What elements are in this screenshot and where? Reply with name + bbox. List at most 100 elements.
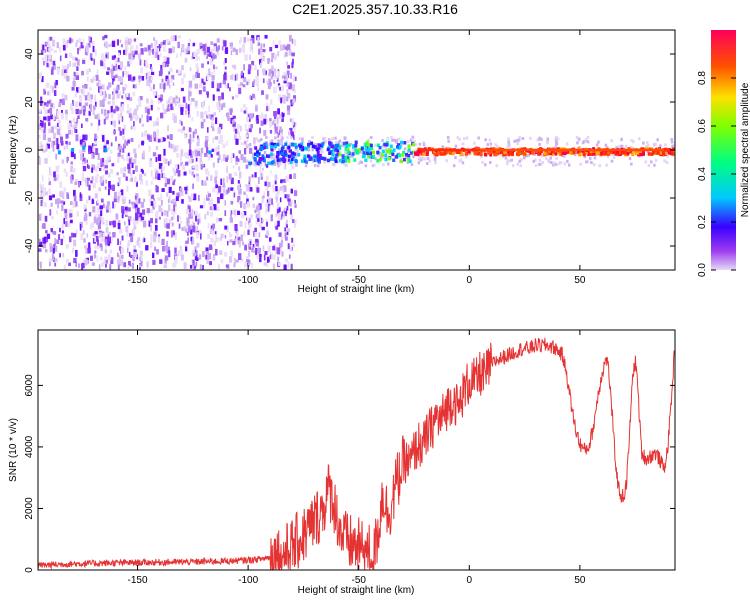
heatmap-noise-cell: [105, 170, 108, 175]
heatmap-noise-cell: [287, 94, 291, 99]
heatmap-noise-cell: [118, 192, 122, 198]
heatmap-noise-cell: [291, 61, 294, 69]
snr-plot-area: [38, 337, 675, 570]
heatmap-carrier-cell: [381, 149, 385, 153]
heatmap-noise-cell: [274, 221, 277, 227]
heatmap-noise-cell: [245, 194, 248, 199]
heatmap-noise-cell: [78, 86, 81, 93]
heatmap-band-cell: [287, 161, 291, 165]
heatmap-noise-cell: [100, 180, 104, 186]
heatmap-noise-cell: [117, 75, 120, 82]
heatmap-noise-cell: [63, 201, 66, 205]
heatmap-carrier-cell: [400, 159, 403, 164]
heatmap-band-cell: [620, 144, 623, 148]
heatmap-noise-cell: [141, 170, 144, 174]
heatmap-noise-cell: [150, 43, 153, 48]
heatmap-noise-cell: [256, 119, 260, 123]
heatmap-carrier-cell: [327, 145, 331, 150]
heatmap-noise-cell: [118, 127, 121, 131]
heatmap-noise-cell: [176, 97, 180, 103]
heatmap-noise-cell: [82, 172, 84, 178]
heatmap-noise-cell: [245, 164, 249, 169]
heatmap-noise-cell: [180, 129, 183, 134]
heatmap-noise-cell: [293, 95, 296, 102]
heatmap-noise-cell: [198, 217, 201, 224]
heatmap-carrier-cell: [406, 158, 410, 162]
heatmap-noise-cell: [57, 198, 61, 204]
heatmap-noise-cell: [271, 121, 275, 125]
heatmap-noise-cell: [180, 107, 184, 112]
heatmap-band-cell: [592, 163, 596, 167]
heatmap-noise-cell: [263, 190, 265, 198]
heatmap-carrier-cell: [347, 143, 351, 148]
heatmap-noise-cell: [269, 47, 273, 52]
heatmap-carrier-cell: [368, 147, 371, 151]
heatmap-band-cell: [488, 138, 491, 142]
heatmap-noise-cell: [280, 240, 283, 247]
heatmap-band-cell: [320, 150, 323, 154]
heatmap-noise-cell: [234, 224, 238, 231]
heatmap-band-cell: [612, 156, 616, 159]
heatmap-noise-cell: [294, 89, 296, 93]
heatmap-noise-cell: [238, 39, 241, 44]
heatmap-carrier-cell: [347, 159, 351, 163]
heatmap-noise-cell: [288, 130, 291, 137]
heatmap-band-cell: [454, 156, 457, 160]
heatmap-noise-cell: [44, 109, 48, 115]
heatmap-noise-cell: [255, 238, 259, 243]
heatmap-band-cell: [410, 143, 414, 147]
heatmap-noise-cell: [111, 237, 114, 242]
heatmap-noise-cell: [215, 248, 218, 256]
y-tick-label: 0: [24, 567, 35, 573]
heatmap-noise-cell: [261, 219, 264, 223]
heatmap-noise-cell: [50, 126, 54, 133]
heatmap-noise-cell: [112, 99, 116, 105]
heatmap-carrier-cell: [284, 153, 288, 157]
heatmap-noise-cell: [152, 152, 157, 157]
heatmap-noise-cell: [192, 237, 195, 245]
heatmap-carrier-cell: [256, 153, 260, 158]
heatmap-noise-cell: [244, 221, 247, 229]
heatmap-noise-cell: [262, 49, 266, 53]
heatmap-noise-cell: [99, 205, 103, 210]
heatmap-noise-cell: [120, 167, 124, 174]
heatmap-band-cell: [454, 144, 458, 148]
colorbar-axis: 0.00.20.40.60.8: [697, 71, 736, 277]
heatmap-noise-cell: [103, 203, 105, 209]
heatmap-band-cell: [496, 145, 499, 149]
heatmap-noise-cell: [177, 164, 180, 170]
heatmap-band-cell: [315, 143, 319, 147]
heatmap-noise-cell: [198, 56, 200, 61]
heatmap-noise-cell: [40, 144, 44, 151]
heatmap-carrier-cell: [589, 152, 593, 156]
heatmap-noise-cell: [110, 121, 113, 125]
heatmap-noise-cell: [227, 117, 231, 121]
heatmap-noise-cell: [164, 217, 168, 225]
heatmap-noise-cell: [262, 78, 265, 83]
heatmap-band-cell: [324, 140, 328, 144]
heatmap-noise-cell: [234, 172, 237, 176]
heatmap-noise-cell: [105, 261, 107, 267]
heatmap-noise-cell: [129, 178, 132, 182]
heatmap-noise-cell: [199, 152, 203, 158]
heatmap-noise-cell: [277, 256, 280, 262]
heatmap-noise-cell: [55, 165, 59, 173]
heatmap-carrier-cell: [301, 145, 305, 150]
heatmap-noise-cell: [103, 62, 106, 69]
heatmap-carrier-cell: [313, 154, 317, 158]
heatmap-noise-cell: [107, 172, 111, 178]
heatmap-noise-cell: [189, 67, 192, 72]
heatmap-noise-cell: [287, 109, 291, 115]
heatmap-noise-cell: [218, 108, 221, 113]
heatmap-carrier-cell: [280, 151, 284, 156]
heatmap-noise-cell: [91, 262, 95, 266]
heatmap-noise-cell: [152, 121, 156, 127]
heatmap-noise-cell: [229, 87, 231, 92]
heatmap-carrier-cell: [367, 154, 371, 159]
heatmap-noise-cell: [224, 200, 227, 206]
heatmap-noise-cell: [89, 105, 92, 112]
heatmap-noise-cell: [165, 57, 170, 64]
heatmap-noise-cell: [69, 219, 73, 224]
heatmap-noise-cell: [141, 132, 144, 138]
